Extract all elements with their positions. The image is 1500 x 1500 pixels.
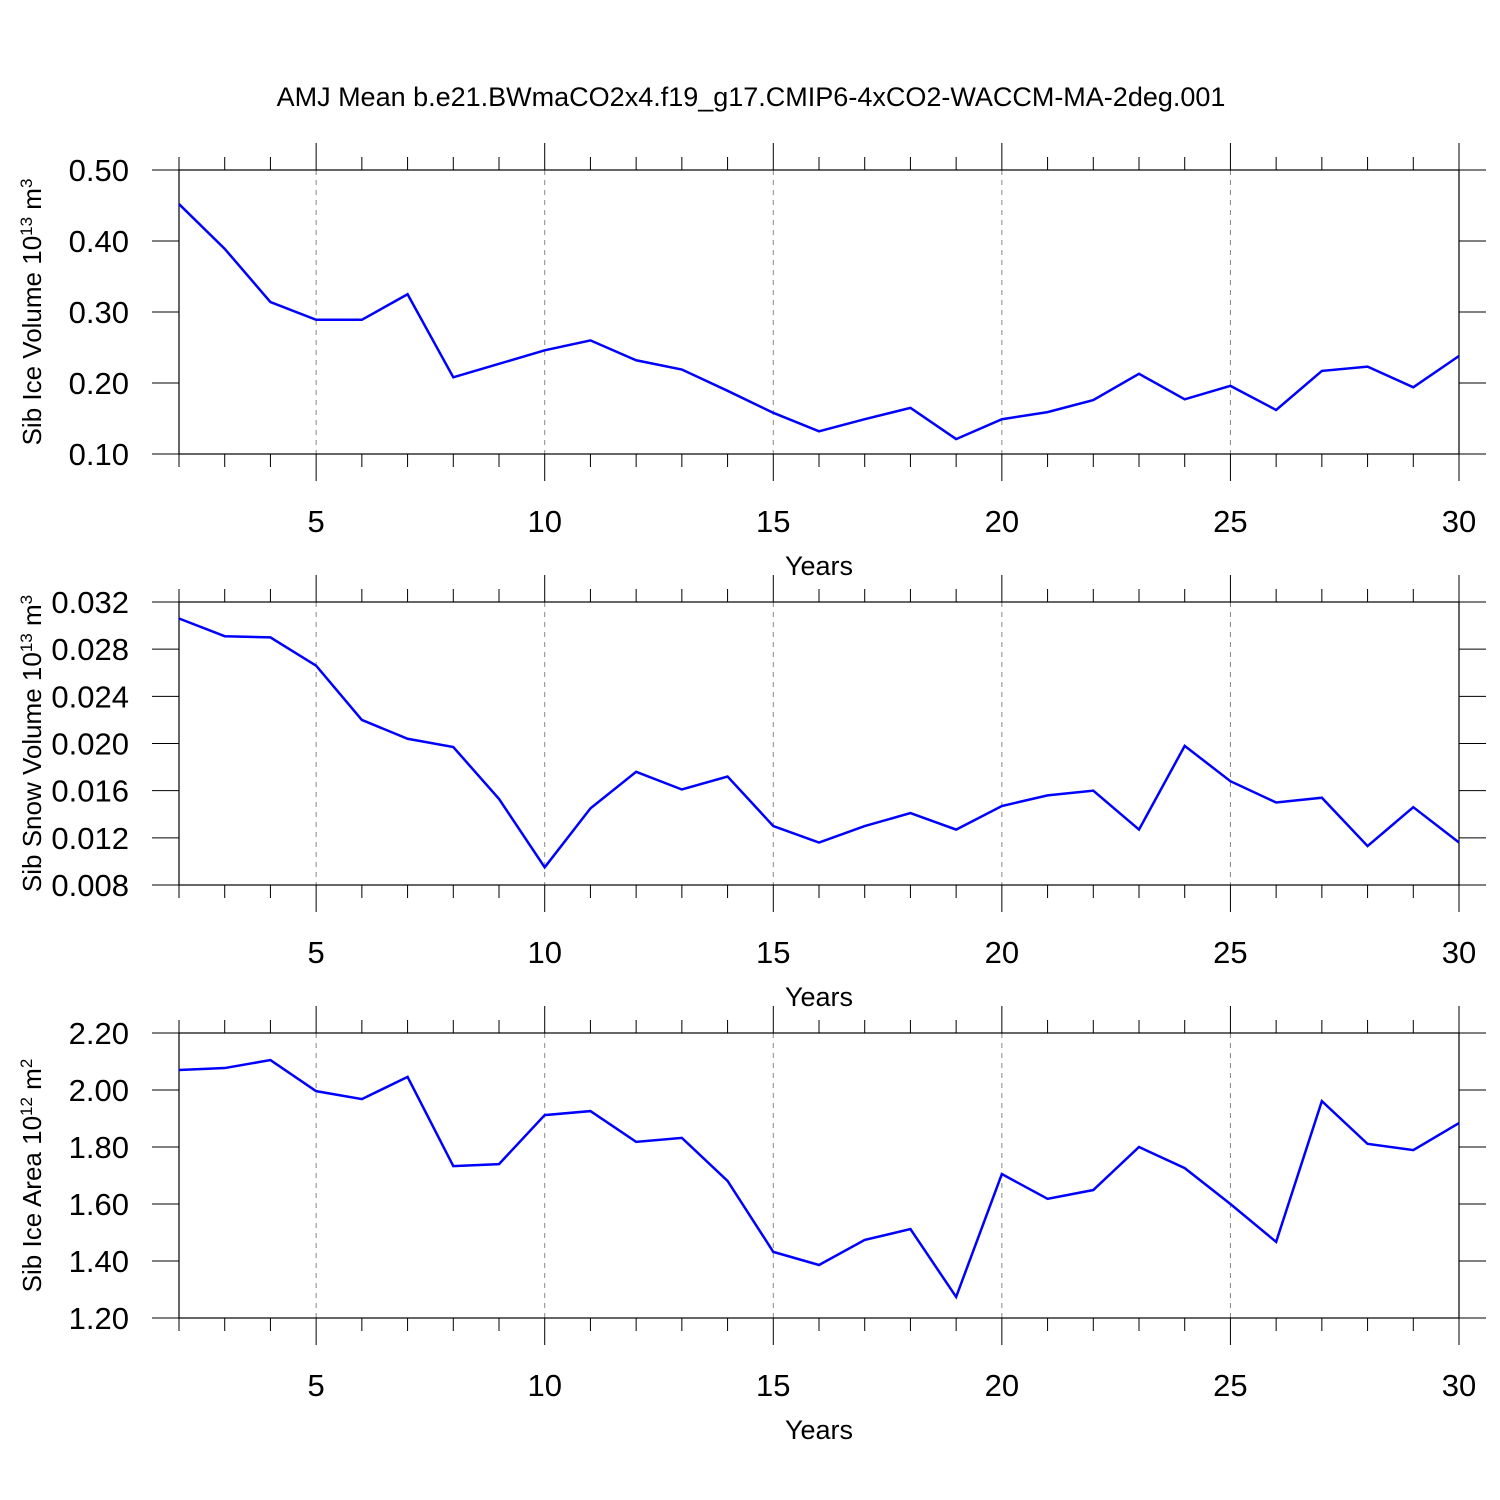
y-tick-label: 1.20 xyxy=(69,1301,129,1336)
x-axis-label: Years xyxy=(785,551,853,581)
y-axis-label-part: m xyxy=(17,604,47,633)
y-axis-label: Sib Ice Area 1012 m2 xyxy=(17,1059,47,1293)
x-tick-label: 25 xyxy=(1213,935,1247,970)
plot-frame xyxy=(178,1032,1460,1319)
y-axis-label-part: Sib Snow Volume 10 xyxy=(17,652,47,892)
y-axis-label-exponent: 3 xyxy=(17,595,36,604)
y-tick-label: 0.020 xyxy=(51,727,129,762)
data-line xyxy=(178,203,1460,441)
y-axis-label-part: m xyxy=(17,188,47,217)
y-axis-label: Sib Snow Volume 1013 m3 xyxy=(17,595,47,892)
x-tick-label: 20 xyxy=(985,1368,1019,1403)
x-tick-label: 30 xyxy=(1442,1368,1476,1403)
y-tick-label: 0.50 xyxy=(69,153,129,188)
y-axis-label: Sib Ice Volume 1013 m3 xyxy=(17,179,47,446)
x-tick-label: 5 xyxy=(308,1368,325,1403)
y-tick-label: 0.024 xyxy=(51,679,129,714)
y-tick-label: 0.40 xyxy=(69,224,129,259)
x-axis-label: Years xyxy=(785,982,853,1012)
y-tick-label: 0.10 xyxy=(69,437,129,472)
x-tick-label: 15 xyxy=(756,504,790,539)
y-axis-label-exponent: 12 xyxy=(17,1097,36,1116)
data-line xyxy=(178,1058,1460,1300)
data-line xyxy=(178,617,1460,870)
x-tick-label: 25 xyxy=(1213,1368,1247,1403)
y-tick-label: 1.60 xyxy=(69,1187,129,1222)
y-tick-label: 0.30 xyxy=(69,295,129,330)
x-tick-label: 30 xyxy=(1442,504,1476,539)
y-tick-label: 0.20 xyxy=(69,366,129,401)
y-tick-label: 1.80 xyxy=(69,1130,129,1165)
plot-frame xyxy=(178,169,1460,455)
x-tick-label: 5 xyxy=(308,935,325,970)
x-tick-label: 20 xyxy=(985,935,1019,970)
y-tick-label: 0.012 xyxy=(51,821,129,856)
x-tick-label: 20 xyxy=(985,504,1019,539)
y-axis-label-exponent: 13 xyxy=(17,633,36,652)
y-tick-label: 0.032 xyxy=(51,585,129,620)
x-tick-label: 10 xyxy=(527,935,561,970)
x-tick-label: 30 xyxy=(1442,935,1476,970)
y-tick-label: 2.00 xyxy=(69,1073,129,1108)
chart-title: AMJ Mean b.e21.BWmaCO2x4.f19_g17.CMIP6-4… xyxy=(277,82,1226,112)
x-tick-label: 15 xyxy=(756,1368,790,1403)
y-axis-label-exponent: 13 xyxy=(17,217,36,236)
x-tick-label: 15 xyxy=(756,935,790,970)
y-axis-label-exponent: 3 xyxy=(17,179,36,188)
y-tick-label: 2.20 xyxy=(69,1016,129,1051)
y-axis-label-part: Sib Ice Area 10 xyxy=(17,1116,47,1292)
y-axis-label-part: Sib Ice Volume 10 xyxy=(17,236,47,446)
y-tick-label: 0.016 xyxy=(51,774,129,809)
y-tick-label: 1.40 xyxy=(69,1244,129,1279)
y-tick-label: 0.028 xyxy=(51,632,129,667)
x-tick-label: 5 xyxy=(308,504,325,539)
x-tick-label: 10 xyxy=(527,1368,561,1403)
y-axis-label-part: m xyxy=(17,1068,47,1097)
x-tick-label: 25 xyxy=(1213,504,1247,539)
y-axis-label-exponent: 2 xyxy=(17,1059,36,1068)
y-tick-label: 0.008 xyxy=(51,868,129,903)
x-axis-label: Years xyxy=(785,1415,853,1445)
x-tick-label: 10 xyxy=(527,504,561,539)
